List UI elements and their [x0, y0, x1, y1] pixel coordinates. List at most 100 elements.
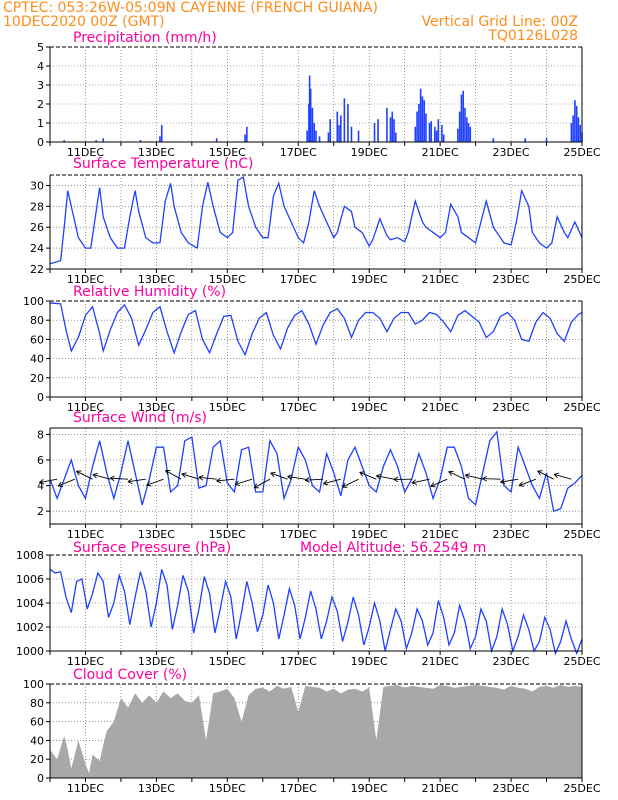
wind-vector-head	[376, 473, 382, 480]
precip-bar	[467, 123, 470, 142]
cloud-title: Cloud Cover (%)	[73, 667, 187, 683]
temperature-panel: 22 24 26 28 30 11DEC 13DEC 15DEC 17DEC 19DEC 21DEC…	[30, 156, 601, 286]
wind-ytick-label: 2	[37, 505, 44, 518]
wind-vector-head	[181, 472, 187, 478]
precip-bar	[574, 100, 576, 142]
pressure-xtick-label: 15DEC	[209, 655, 246, 668]
precip-bar	[329, 119, 331, 142]
precip-bar	[441, 124, 443, 142]
pressure-xtick-label: 21DEC	[422, 655, 459, 668]
wind-vector-head	[253, 483, 260, 489]
temperature-xtick-label: 19DEC	[351, 273, 388, 286]
wind-vector	[270, 472, 288, 480]
precip-bar	[572, 115, 574, 142]
cloud-xtick-label: 11DEC	[67, 782, 104, 795]
wind-vector	[253, 478, 271, 489]
temperature-ytick-label: 24	[30, 242, 44, 255]
cloud-xtick-label: 21DEC	[422, 782, 459, 795]
temperature-ytick-label: 22	[30, 263, 44, 276]
cloud-ytick-label: 100	[23, 678, 44, 691]
wind-vector	[359, 471, 377, 480]
humidity-title: Relative Humidity (%)	[73, 284, 226, 300]
precip-bar	[315, 130, 317, 142]
wind-vector	[482, 478, 501, 480]
wind-vector-head	[518, 481, 525, 487]
wind-vector	[57, 478, 75, 487]
humidity-line	[49, 302, 583, 357]
temperature-ytick-label: 30	[30, 179, 44, 192]
wind-ytick-label: 4	[37, 480, 44, 493]
wind-vector-head	[127, 478, 133, 484]
humidity-xtick-label: 17DEC	[280, 401, 317, 414]
wind-vector-head	[270, 471, 276, 478]
precip-xtick-label: 25DEC	[563, 146, 600, 159]
wind-vector	[198, 476, 217, 480]
precip-ytick-label: 4	[37, 60, 44, 73]
pressure-ytick-label: 1006	[16, 573, 44, 586]
humidity-ytick-label: 60	[30, 333, 44, 346]
wind-vector	[376, 475, 395, 480]
precip-bar	[63, 140, 65, 142]
precip-bar	[318, 136, 321, 142]
pressure-xtick-label: 23DEC	[493, 655, 530, 668]
precip-bar	[570, 123, 573, 142]
precip-bar	[377, 119, 379, 142]
precip-xtick-label: 21DEC	[422, 146, 459, 159]
precip-bar	[464, 107, 466, 142]
wind-xtick-label: 19DEC	[351, 528, 388, 541]
wind-vector-head	[165, 470, 171, 475]
wind-vector-head	[216, 477, 222, 484]
wind-vector	[234, 478, 253, 485]
precip-xtick-label: 17DEC	[280, 146, 317, 159]
precip-bar	[139, 140, 142, 142]
wind-title: Surface Wind (m/s)	[73, 410, 207, 426]
precip-bar	[373, 123, 376, 142]
cloud-xtick-label: 17DEC	[280, 782, 317, 795]
precip-bar	[414, 126, 417, 142]
precip-bar	[435, 130, 438, 142]
wind-vector	[537, 470, 554, 480]
humidity-xtick-label: 15DEC	[209, 401, 246, 414]
cloud-area	[50, 684, 582, 778]
pressure-ytick-label: 1002	[16, 621, 44, 634]
precip-bar	[95, 140, 97, 142]
precip-bar	[389, 117, 392, 142]
humidity-xtick-label: 21DEC	[422, 401, 459, 414]
wind-line	[49, 430, 583, 513]
humidity-ytick-label: 40	[30, 353, 44, 366]
precip-ytick-label: 3	[37, 79, 44, 92]
header-code: TQ0126L028	[487, 28, 578, 44]
wind-vector-head	[430, 482, 436, 488]
precip-bar	[492, 138, 495, 142]
wind-xtick-label: 23DEC	[493, 528, 530, 541]
precip-xtick-label: 11DEC	[67, 146, 104, 159]
header-date: 10DEC2020 00Z (GMT)	[3, 14, 165, 30]
wind-vector	[500, 478, 519, 483]
precip-bar	[391, 111, 394, 142]
header-grid-note: Vertical Grid Line: 00Z	[422, 14, 578, 30]
precip-bar	[308, 75, 311, 142]
precip-bar	[465, 117, 468, 142]
precip-bar	[416, 111, 418, 142]
precip-bar	[347, 104, 349, 142]
humidity-panel: 0 20 40 60 80 100 11DEC 13DEC 15DEC 17DEC 19DEC 21D…	[23, 284, 601, 414]
precip-bar	[457, 128, 459, 142]
cloud-ytick-label: 20	[30, 753, 44, 766]
temperature-xtick-label: 13DEC	[138, 273, 175, 286]
wind-vector-head	[448, 470, 454, 476]
precip-panel: 0 1 2 3 4 5 11DEC 13DEC 15DEC 17DEC 19DEC 21DEC 23DE…	[37, 30, 601, 159]
humidity-ytick-label: 80	[30, 314, 44, 327]
precip-xtick-label: 19DEC	[351, 146, 388, 159]
wind-vector-head	[304, 477, 310, 483]
wind-vector	[92, 474, 111, 480]
cloud-xtick-label: 23DEC	[493, 782, 530, 795]
humidity-ytick-label: 100	[23, 295, 44, 308]
wind-vector-head	[234, 480, 240, 486]
wind-vector-head	[537, 470, 543, 476]
wind-vector-head	[287, 474, 293, 480]
wind-vector	[127, 478, 146, 483]
wind-vector-head	[109, 475, 115, 482]
cloud-xtick-label: 15DEC	[209, 782, 246, 795]
temperature-ytick-label: 26	[30, 221, 44, 234]
temperature-xtick-label: 23DEC	[493, 273, 530, 286]
